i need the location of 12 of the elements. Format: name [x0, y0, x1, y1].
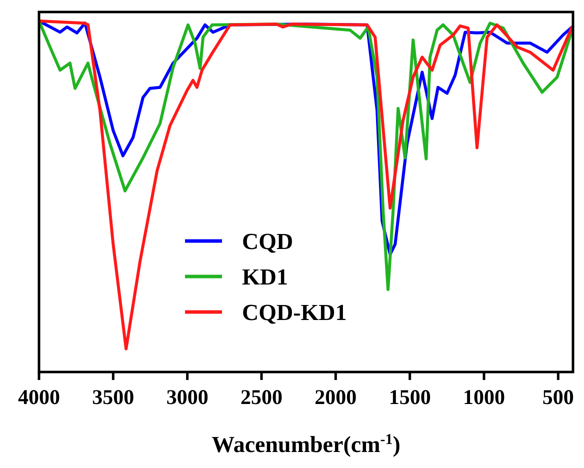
x-tick-label: 500	[542, 385, 574, 409]
x-tick-label: 2000	[314, 385, 357, 409]
legend-label: KD1	[242, 264, 288, 290]
x-axis-title: Wacenumber(cm$^{-1}$)	[212, 432, 400, 457]
x-tick-label: 2500	[240, 385, 282, 409]
x-tick-label: 3500	[92, 385, 134, 409]
x-tick-label: 1000	[463, 385, 505, 409]
x-tick-label: 4000	[18, 385, 60, 409]
legend-label: CQD	[242, 229, 294, 254]
x-tick-label: 1500	[388, 385, 431, 409]
x-tick-label: 3000	[166, 385, 208, 409]
legend-label: CQD-KD1	[242, 300, 347, 325]
